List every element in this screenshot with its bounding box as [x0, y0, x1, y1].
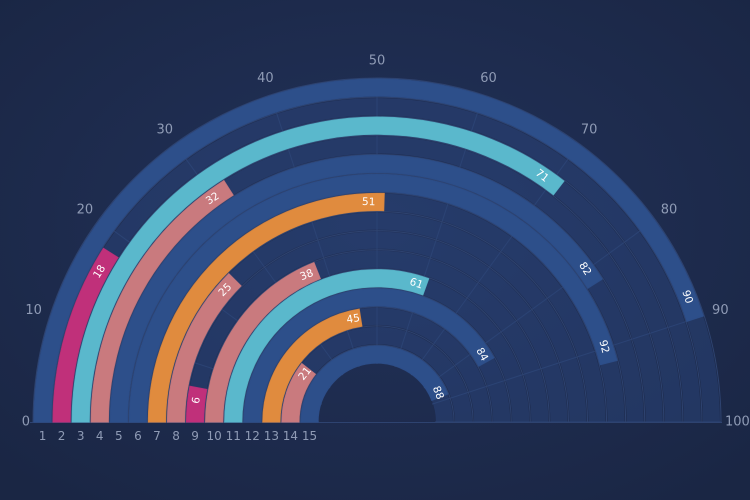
bar-2 — [52, 247, 119, 423]
category-tick-label: 3 — [77, 429, 85, 443]
angle-tick-label: 40 — [257, 71, 274, 86]
bar-11 — [224, 269, 430, 423]
category-tick-label: 9 — [191, 429, 199, 443]
bar-15 — [300, 345, 449, 423]
category-tick-label: 4 — [96, 429, 104, 443]
bar-5 — [109, 154, 604, 423]
bar-13 — [262, 308, 363, 423]
category-tick-label: 2 — [58, 429, 66, 443]
angle-tick-label: 80 — [661, 202, 678, 217]
bar-4 — [90, 179, 234, 423]
bar-3 — [71, 116, 565, 423]
data-label: 51 — [362, 196, 376, 208]
data-label: 45 — [346, 312, 361, 326]
data-label: 38 — [298, 267, 315, 283]
angle-tick-label: 100 — [725, 415, 750, 430]
bar-track — [281, 326, 473, 422]
angle-tick-labels: 0 10 20 30 40 50 60 70 80 90 100 — [22, 54, 750, 430]
category-tick-label: 14 — [283, 429, 298, 443]
angle-tick-label: 30 — [157, 122, 174, 137]
bar-8 — [166, 273, 242, 423]
category-tick-label: 8 — [172, 429, 180, 443]
angle-tick-label: 60 — [480, 71, 497, 86]
category-tick-label: 1 — [39, 429, 47, 443]
category-tick-label: 11 — [226, 429, 241, 443]
data-label: 90 — [679, 289, 695, 305]
bar-12 — [243, 288, 495, 423]
category-tick-label: 12 — [245, 429, 260, 443]
angle-tick-label: 0 — [22, 415, 30, 430]
data-label: 84 — [473, 346, 490, 364]
angle-tick-label: 70 — [581, 122, 598, 137]
category-tick-label: 10 — [207, 429, 222, 443]
bar-7 — [147, 192, 385, 423]
bar-9 — [185, 385, 208, 423]
category-tick-label: 15 — [302, 429, 317, 443]
category-tick-label: 7 — [153, 429, 161, 443]
angle-tick-label: 20 — [77, 202, 94, 217]
bar-10 — [205, 261, 321, 423]
data-label: 6 — [190, 396, 203, 405]
angle-tick-label: 10 — [25, 303, 42, 318]
data-label: 88 — [430, 384, 446, 401]
category-tick-label: 5 — [115, 429, 123, 443]
category-tick-label: 13 — [264, 429, 279, 443]
bar-14 — [281, 362, 317, 423]
bar-6 — [128, 173, 618, 423]
category-tick-label: 6 — [134, 429, 142, 443]
data-label: 61 — [408, 276, 425, 292]
bar-1 — [33, 78, 704, 423]
data-label: 92 — [596, 339, 611, 355]
angle-tick-label: 50 — [369, 54, 386, 69]
angle-tick-label: 90 — [712, 303, 729, 318]
category-tick-labels: 1 2 3 4 5 6 7 8 9 10 11 12 13 14 15 — [39, 429, 317, 443]
